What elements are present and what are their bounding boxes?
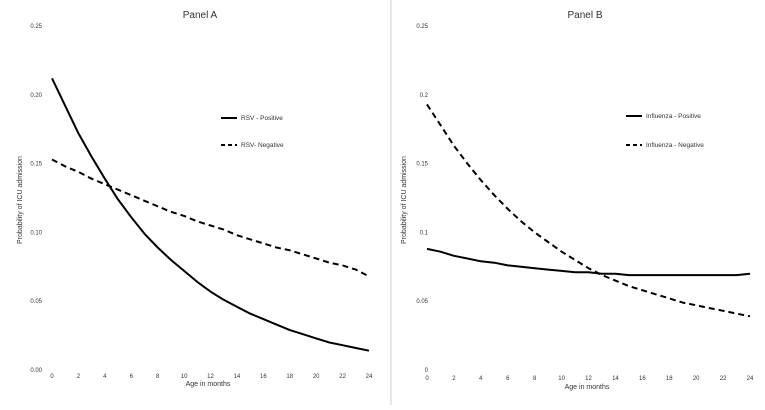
x-tick-label: 0 [50,374,54,380]
y-tick-label: 0.10 [30,230,42,236]
y-tick-label: 0.20 [30,93,42,99]
y-tick-label: 0.00 [30,368,42,374]
y-tick-labels: 0.00 0.05 0.10 0.15 0.20 0.25 [30,24,42,374]
series-line-solid [51,77,370,352]
x-tick-label: 10 [558,376,565,382]
x-tick-label: 2 [77,374,81,380]
y-tick-labels: 0 0.05 0.1 0.15 0.2 0.25 [416,24,428,374]
x-tick-label: 4 [479,376,483,382]
y-tick-label: 0.15 [416,162,428,168]
x-tick-labels: 0 2 4 6 8 10 12 14 16 18 20 22 24 [50,374,373,380]
x-tick-label: 20 [693,376,700,382]
legend-label: Influenza - Negative [646,142,704,149]
legend-label: RSV- Negative [241,142,284,149]
x-tick-label: 18 [286,374,293,380]
series-line-solid [426,247,751,277]
y-tick-label: 0.05 [30,299,42,305]
y-axis-label: Probability of ICU admission [17,156,24,244]
x-tick-label: 14 [612,376,619,382]
y-axis-label: Probability of ICU admission [401,156,408,244]
panel-title: Panel B [567,10,602,21]
x-tick-label: 6 [506,376,510,382]
x-tick-label: 12 [207,374,214,380]
legend: Influenza - Positive Influenza - Negative [626,113,704,149]
x-tick-label: 16 [260,374,267,380]
y-tick-label: 0.2 [420,93,429,99]
series-line-dashed [426,103,751,318]
x-tick-labels: 0 2 4 6 8 10 12 14 16 18 20 22 24 [425,376,754,382]
panel-a: Panel A Age in months Probability of ICU… [17,10,373,388]
x-tick-label: 16 [639,376,646,382]
x-tick-label: 8 [156,374,160,380]
y-tick-label: 0.1 [420,230,429,236]
x-tick-label: 10 [181,374,188,380]
x-tick-label: 22 [339,374,346,380]
x-tick-label: 18 [666,376,673,382]
x-tick-label: 8 [533,376,537,382]
x-tick-label: 12 [585,376,592,382]
series-lines [51,77,370,352]
x-tick-label: 0 [425,376,429,382]
x-tick-label: 14 [234,374,241,380]
y-tick-label: 0.25 [416,24,428,30]
y-tick-label: 0.05 [416,299,428,305]
y-tick-label: 0 [425,368,429,374]
x-axis-label: Age in months [565,384,610,391]
series-line-dashed [51,158,370,278]
x-tick-label: 20 [313,374,320,380]
x-tick-label: 2 [452,376,456,382]
x-tick-label: 24 [366,374,373,380]
legend-label: RSV - Positive [241,115,283,122]
y-tick-label: 0.25 [30,24,42,30]
x-tick-label: 22 [720,376,727,382]
panel-b: Panel B Age in months Probability of ICU… [401,10,754,391]
x-tick-label: 24 [747,376,754,382]
panel-title: Panel A [183,10,218,21]
x-axis-label: Age in months [186,381,231,388]
legend: RSV - Positive RSV- Negative [221,115,284,149]
y-tick-label: 0.15 [30,162,42,168]
x-tick-label: 6 [130,374,134,380]
legend-label: Influenza - Positive [646,113,701,120]
series-lines [426,103,751,318]
x-tick-label: 4 [103,374,107,380]
